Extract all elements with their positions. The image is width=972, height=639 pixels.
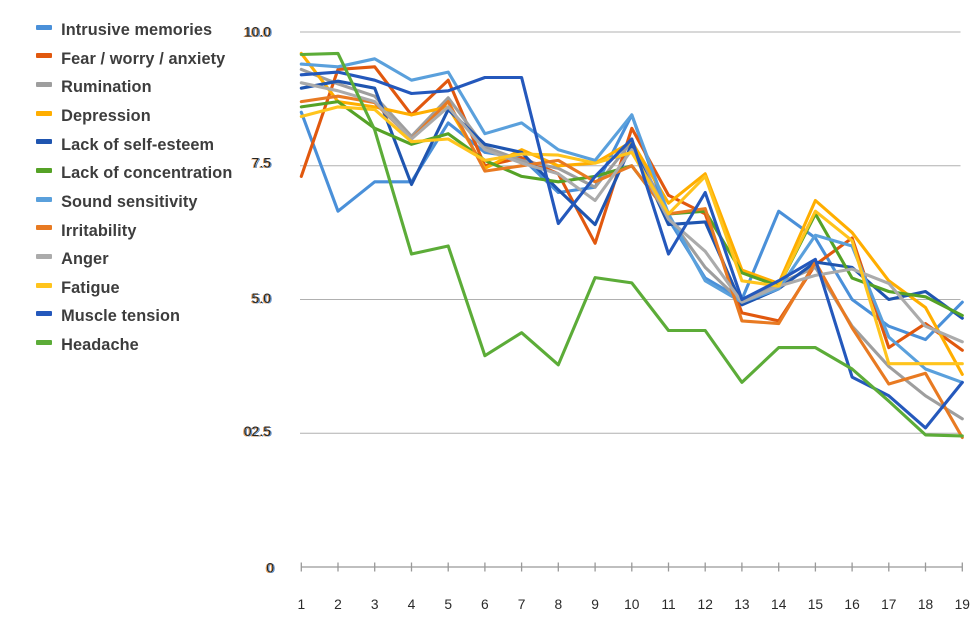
svg-text:7.5: 7.5 <box>253 155 273 171</box>
svg-text:19: 19 <box>955 597 971 612</box>
svg-text:5.0: 5.0 <box>252 290 272 306</box>
svg-text:18: 18 <box>918 597 934 612</box>
svg-text:6: 6 <box>481 597 489 612</box>
svg-text:0: 0 <box>266 560 274 576</box>
svg-text:12: 12 <box>698 597 713 612</box>
svg-text:0: 0 <box>268 560 276 576</box>
svg-text:3: 3 <box>371 597 379 612</box>
svg-text:7.5: 7.5 <box>252 155 272 171</box>
svg-text:0: 0 <box>265 560 273 576</box>
svg-text:15: 15 <box>808 597 824 612</box>
svg-text:1: 1 <box>297 597 305 612</box>
svg-text:14: 14 <box>771 597 787 612</box>
svg-text:13: 13 <box>734 597 750 612</box>
svg-text:10: 10 <box>624 597 640 612</box>
svg-text:9: 9 <box>591 597 599 612</box>
svg-text:02.5: 02.5 <box>244 423 271 439</box>
svg-text:7: 7 <box>518 597 526 612</box>
svg-text:10.0: 10.0 <box>245 24 272 40</box>
svg-text:5: 5 <box>444 597 452 612</box>
svg-text:10.0: 10.0 <box>244 24 271 40</box>
svg-text:02.5: 02.5 <box>243 424 270 440</box>
svg-text:17: 17 <box>881 597 896 612</box>
svg-text:11: 11 <box>661 597 675 612</box>
svg-text:7.5: 7.5 <box>250 155 270 171</box>
svg-text:02.5: 02.5 <box>245 423 272 439</box>
svg-text:10.0: 10.0 <box>243 24 270 40</box>
svg-text:4: 4 <box>408 597 416 612</box>
svg-text:5.0: 5.0 <box>250 291 270 307</box>
svg-text:2: 2 <box>334 597 342 612</box>
svg-text:16: 16 <box>844 597 860 612</box>
svg-text:8: 8 <box>554 597 562 612</box>
svg-text:5.0: 5.0 <box>253 290 273 306</box>
